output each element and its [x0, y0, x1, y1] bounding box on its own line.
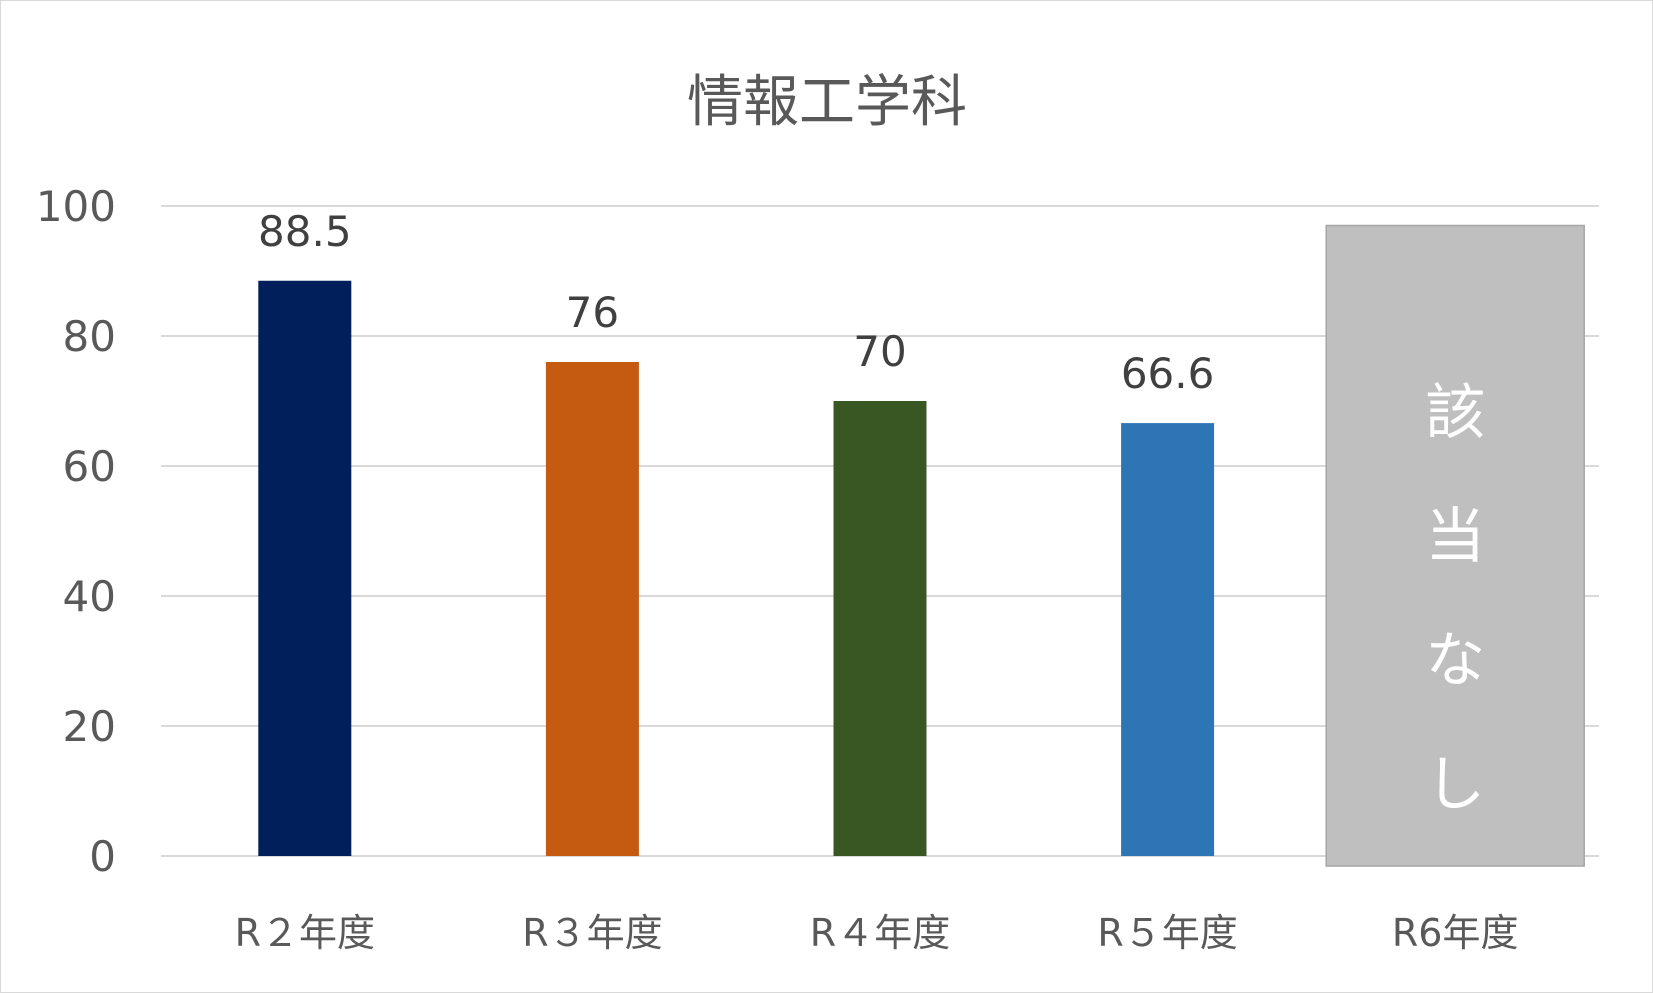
y-axis-tick-labels: 0 20 40 60 80 100	[36, 182, 116, 881]
bar-4	[1121, 423, 1215, 856]
y-tick-label-0: 0	[89, 832, 116, 881]
data-label-3: 70	[853, 327, 906, 376]
y-tick-label-80: 80	[63, 312, 116, 361]
y-tick-label-20: 20	[63, 702, 116, 751]
not-applicable-char-4: し	[1425, 750, 1485, 820]
bar-1	[258, 280, 352, 856]
x-category-label-1: R２年度	[235, 911, 375, 955]
x-category-label-3: R４年度	[810, 911, 950, 955]
y-tick-label-40: 40	[63, 572, 116, 621]
data-label-2: 76	[566, 288, 619, 337]
y-tick-label-100: 100	[36, 182, 116, 231]
not-applicable-block	[1325, 224, 1585, 867]
x-category-label-2: R３年度	[522, 911, 662, 955]
x-category-label-4: R５年度	[1097, 911, 1237, 955]
not-applicable-char-2: 当	[1425, 502, 1485, 572]
not-applicable-char-3: な	[1425, 626, 1485, 696]
x-axis-category-labels: R２年度 R３年度 R４年度 R５年度 R6年度	[235, 911, 1519, 955]
bar-3	[833, 401, 927, 856]
x-category-label-5: R6年度	[1392, 911, 1519, 955]
data-label-1: 88.5	[258, 207, 352, 256]
y-tick-label-60: 60	[63, 442, 116, 491]
bars	[258, 224, 1585, 867]
not-applicable-char-1: 該	[1425, 378, 1485, 448]
chart-title: 情報工学科	[687, 70, 967, 135]
data-label-4: 66.6	[1121, 349, 1215, 398]
bar-2	[545, 362, 639, 856]
